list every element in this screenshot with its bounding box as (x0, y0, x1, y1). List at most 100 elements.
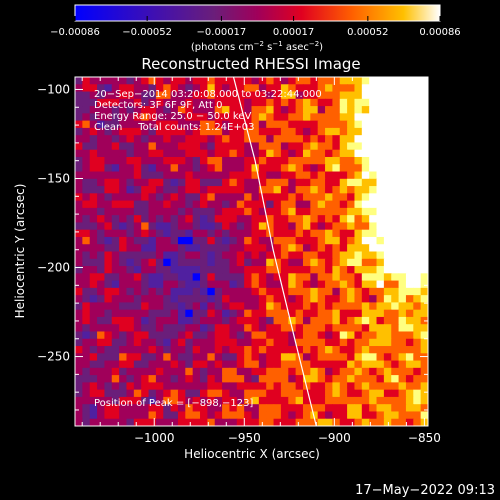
heatmap-cell (192, 338, 201, 347)
heatmap-cell (177, 193, 186, 202)
heatmap-cell (200, 404, 208, 413)
annotation-energy: Energy Range: 25.0 − 50.0 keV (94, 111, 251, 122)
heatmap-cell (325, 207, 333, 216)
heatmap-cell (163, 396, 172, 405)
heatmap-cell (214, 171, 223, 180)
heatmap-cell (192, 360, 201, 369)
heatmap-cell (133, 77, 142, 85)
heatmap-cell (391, 353, 400, 362)
heatmap-cell (133, 164, 142, 173)
heatmap-cell (192, 229, 201, 238)
heatmap-cell (317, 411, 326, 420)
heatmap-cell (354, 164, 363, 173)
heatmap-cell (89, 193, 98, 202)
heatmap-cell (104, 113, 113, 122)
heatmap-cell (229, 251, 238, 260)
heatmap-cell (111, 193, 120, 202)
heatmap-cell (310, 316, 319, 325)
heatmap-cell (325, 309, 333, 318)
heatmap-cell (288, 142, 297, 151)
y-tick-label: −150 (37, 171, 70, 185)
heatmap-cell (413, 367, 422, 376)
heatmap-cell (383, 411, 392, 420)
heatmap-cell (214, 164, 223, 173)
heatmap-cell (89, 106, 98, 114)
heatmap-cell (170, 200, 179, 209)
heatmap-cell (369, 91, 378, 100)
heatmap-cell (126, 207, 135, 216)
heatmap-cell (141, 178, 150, 187)
heatmap-cell (200, 186, 208, 194)
heatmap-cell (391, 113, 400, 122)
heatmap-cell (398, 171, 407, 180)
heatmap-cell (133, 120, 142, 129)
heatmap-cell (398, 258, 407, 267)
heatmap-cell (413, 207, 422, 216)
heatmap-cell (258, 91, 267, 100)
heatmap-cell (214, 316, 223, 325)
heatmap-cell (177, 84, 186, 93)
heatmap-cell (126, 186, 135, 194)
heatmap-cell (133, 127, 142, 136)
heatmap-cell (310, 244, 319, 253)
heatmap-cell (398, 229, 407, 238)
heatmap-cell (295, 411, 304, 420)
heatmap-cell (75, 396, 83, 405)
heatmap-cell (391, 127, 400, 136)
heatmap-cell (170, 418, 179, 426)
heatmap-cell (266, 353, 275, 362)
heatmap-cell (420, 200, 428, 209)
heatmap-cell (347, 106, 356, 114)
heatmap-cell (288, 404, 297, 413)
heatmap-cell (244, 353, 253, 362)
heatmap-cell (376, 353, 385, 362)
heatmap-cell (295, 164, 304, 173)
heatmap-cell (155, 200, 164, 209)
heatmap-cell (170, 98, 179, 107)
heatmap-cell (200, 266, 208, 274)
heatmap-cell (251, 178, 260, 187)
heatmap-cell (214, 258, 223, 267)
heatmap-cell (192, 375, 201, 383)
heatmap-cell (420, 389, 428, 398)
heatmap-cell (420, 382, 428, 391)
heatmap-cell (229, 338, 238, 347)
heatmap-cell (170, 127, 179, 136)
heatmap-cell (170, 120, 179, 129)
heatmap-cell (317, 302, 326, 311)
heatmap-cell (141, 346, 150, 354)
heatmap-cell (369, 229, 378, 238)
heatmap-cell (273, 244, 282, 253)
heatmap-cell (332, 207, 341, 216)
heatmap-cell (200, 91, 208, 100)
heatmap-cell (258, 375, 267, 383)
heatmap-cell (185, 418, 194, 426)
heatmap-cell (420, 236, 428, 245)
heatmap-cell (207, 178, 216, 187)
heatmap-cell (82, 302, 91, 311)
heatmap-cell (119, 295, 128, 303)
heatmap-cell (133, 338, 142, 347)
heatmap-cell (369, 98, 378, 107)
heatmap-cell (119, 222, 128, 231)
heatmap-cell (200, 309, 208, 318)
heatmap-cell (288, 84, 297, 93)
heatmap-cell (288, 120, 297, 129)
heatmap-cell (273, 324, 282, 333)
heatmap-cell (244, 396, 253, 405)
heatmap-cell (111, 338, 120, 347)
heatmap-cell (273, 215, 282, 224)
heatmap-cell (119, 266, 128, 274)
heatmap-cell (332, 77, 341, 85)
heatmap-cell (361, 331, 370, 340)
chart-title: Reconstructed RHESSI Image (141, 55, 360, 73)
heatmap-cell (332, 120, 341, 129)
heatmap-cell (354, 200, 363, 209)
heatmap-cell (273, 164, 282, 173)
heatmap-cell (97, 295, 106, 303)
heatmap-cell (295, 178, 304, 187)
heatmap-cell (214, 229, 223, 238)
heatmap-cell (398, 273, 407, 282)
heatmap-cell (244, 120, 253, 129)
heatmap-cell (413, 266, 422, 274)
